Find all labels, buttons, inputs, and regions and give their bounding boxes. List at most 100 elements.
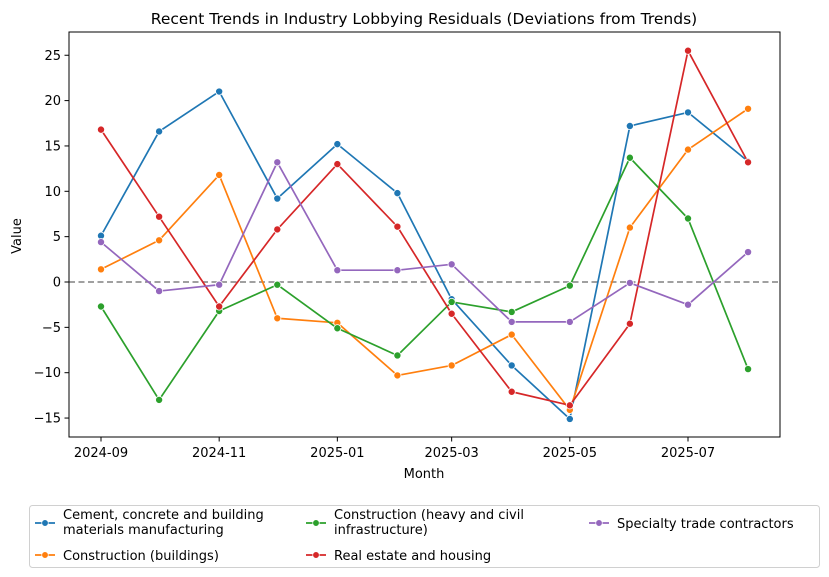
data-point [155,212,164,221]
data-point [273,314,282,323]
data-point [333,140,342,149]
series-path [100,161,749,323]
data-point [744,365,753,374]
legend-item: Construction (buildings) [35,549,219,564]
legend-label: materials manufacturing [63,523,224,538]
data-point [625,223,634,232]
data-point [565,281,574,290]
series-line [97,87,753,423]
y-tick-label: 5 [53,230,61,245]
data-point [625,319,634,328]
x-tick-label: 2025-07 [661,446,715,461]
data-point [684,108,693,117]
legend-label: Real estate and housing [334,549,491,564]
y-axis-label: Value [10,218,25,254]
data-point [447,260,456,269]
data-point [97,302,106,311]
data-point [507,361,516,370]
x-axis-label: Month [404,467,445,482]
y-tick-label: 0 [53,276,61,291]
data-point [333,324,342,333]
data-point [565,317,574,326]
y-axis: −15 −10 −5 0 5 10 15 20 25 [34,49,69,427]
legend-marker-icon [312,519,320,527]
plot-area [69,46,780,423]
legend-label: Construction (buildings) [63,549,219,564]
data-point [155,395,164,404]
data-point [507,387,516,396]
data-point [625,153,634,162]
legend-label: Construction (heavy and civil [334,508,524,523]
data-point [97,238,106,247]
data-point [684,46,693,55]
data-point [393,371,402,380]
data-point [97,265,106,274]
legend-item: Real estate and housing [306,549,491,564]
series-path [100,49,749,407]
y-tick-label: −5 [42,321,61,336]
x-tick-label: 2025-05 [543,446,597,461]
data-point [215,87,224,96]
y-tick-label: −15 [34,412,61,427]
series-line [97,104,753,414]
data-point [333,160,342,169]
x-tick-label: 2024-11 [192,446,246,461]
data-point [333,266,342,275]
y-tick-label: 15 [44,139,61,154]
y-tick-label: −10 [34,366,61,381]
legend-label: infrastructure) [334,523,428,538]
chart-title: Recent Trends in Industry Lobbying Resid… [151,10,697,28]
legend-item: Specialty trade contractors [589,517,794,532]
legend-label: Specialty trade contractors [617,517,794,532]
data-point [393,266,402,275]
data-point [447,361,456,370]
data-point [565,414,574,423]
data-point [684,214,693,223]
legend-marker-icon [41,551,49,559]
x-tick-label: 2025-03 [424,446,478,461]
data-point [155,236,164,245]
legend-item: Construction (heavy and civilinfrastruct… [306,508,524,538]
series-path [100,156,749,401]
data-point [273,194,282,203]
series-path [100,108,749,411]
data-point [625,121,634,130]
y-tick-label: 20 [44,94,61,109]
x-tick-label: 2025-01 [310,446,364,461]
data-point [215,302,224,311]
data-point [273,225,282,234]
data-point [393,351,402,360]
series-line [97,46,753,410]
legend-marker-icon [41,519,49,527]
data-point [273,158,282,167]
data-point [744,248,753,257]
data-point [447,309,456,318]
data-point [97,125,106,134]
data-point [684,300,693,309]
data-point [155,287,164,296]
data-point [507,330,516,339]
data-point [215,280,224,289]
legend-marker-icon [595,519,603,527]
data-point [744,104,753,113]
series-line [97,153,753,404]
data-point [447,297,456,306]
data-point [507,317,516,326]
x-tick-label: 2024-09 [74,446,128,461]
data-point [215,170,224,179]
data-point [625,278,634,287]
y-tick-label: 10 [44,185,61,200]
data-point [393,222,402,231]
series-path [100,90,749,420]
data-point [393,189,402,198]
data-point [155,127,164,136]
y-tick-label: 25 [44,49,61,64]
legend-box [29,505,820,568]
x-axis: 2024-09 2024-11 2025-01 2025-03 2025-05 2025-… [74,437,715,461]
data-point [507,307,516,316]
legend-label: Cement, concrete and building [63,508,264,523]
data-point [684,145,693,154]
